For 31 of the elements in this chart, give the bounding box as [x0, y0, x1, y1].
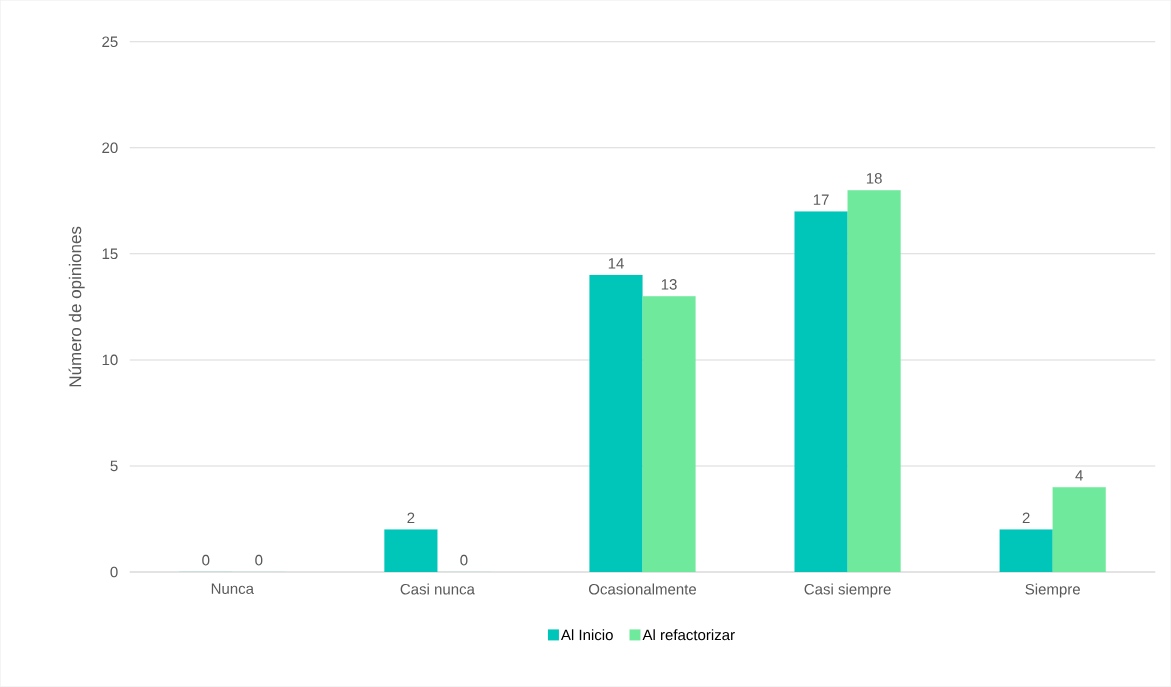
x-tick-label: Nunca — [211, 583, 254, 595]
data-label: 14 — [608, 258, 624, 269]
y-tick-label: 20 — [102, 142, 118, 154]
x-tick-label: Casi nunca — [400, 583, 475, 595]
bar — [384, 529, 438, 573]
y-axis-title: Número de opiniones — [68, 226, 85, 387]
bar — [1052, 487, 1106, 573]
data-label: 2 — [407, 512, 415, 524]
legend-label: Al refactorizar — [642, 629, 735, 641]
bar — [847, 190, 901, 573]
bar — [642, 296, 696, 573]
data-label: 18 — [866, 173, 882, 184]
data-label: 2 — [1022, 512, 1030, 524]
y-tick-label: 0 — [110, 566, 118, 578]
data-label: 0 — [460, 554, 468, 566]
y-tick-label: 10 — [102, 354, 118, 366]
bar — [589, 275, 643, 573]
legend-label: Al Inicio — [560, 629, 613, 641]
x-tick-label: Casi siempre — [804, 583, 891, 598]
y-tick-label: 25 — [102, 36, 118, 48]
x-tick-label: Ocasionalmente — [588, 583, 697, 595]
y-tick-label: 5 — [110, 460, 118, 472]
x-tick-label: Siempre — [1025, 583, 1080, 598]
data-label: 13 — [661, 279, 677, 290]
data-label: 17 — [813, 194, 829, 205]
bar — [794, 211, 848, 573]
data-label: 4 — [1075, 470, 1083, 481]
data-label: 0 — [202, 554, 210, 566]
data-label: 0 — [255, 554, 263, 566]
bar — [999, 529, 1053, 573]
y-tick-label: 15 — [102, 248, 118, 260]
